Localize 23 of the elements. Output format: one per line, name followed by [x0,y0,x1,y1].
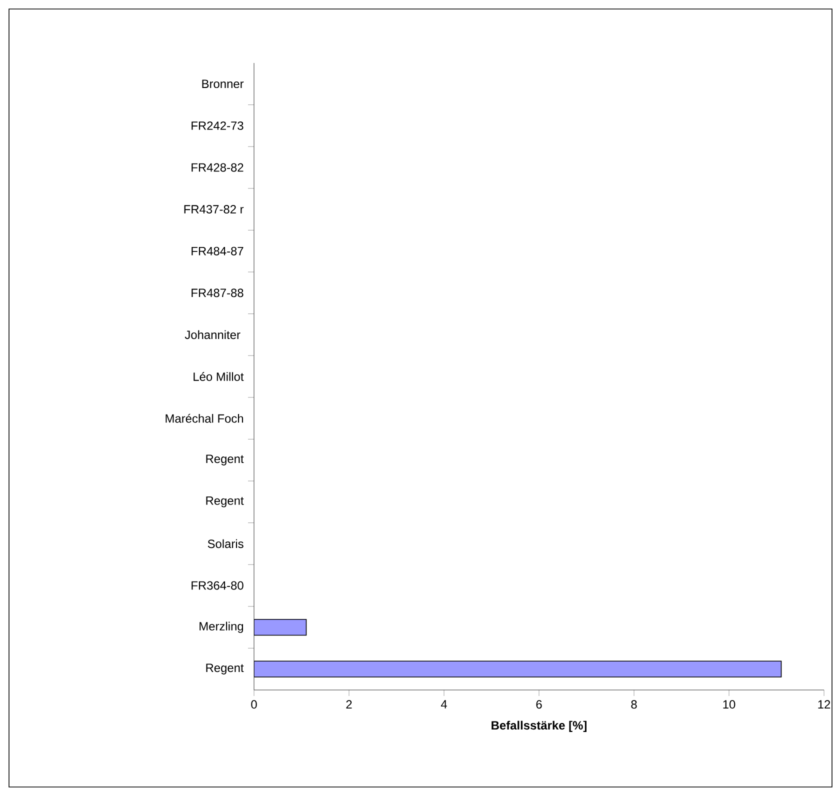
y-tick-label: FR428-82 [192,163,244,172]
x-tick-label: 12 [818,700,830,709]
x-tick-label: 0 [251,700,257,709]
y-tick-label: FR242-73 [192,121,244,130]
y-tick-label: FR487-88 [192,288,244,298]
y-tick-label: Johanniter [184,330,240,340]
x-tick-label: 8 [631,700,637,709]
x-tick-label: 10 [723,700,736,709]
y-tick-label: FR484-87 [192,246,244,256]
y-tick-label: FR437-82 r [184,205,244,214]
x-tick-label: 6 [536,700,542,709]
y-tick-label: FR364-80 [192,581,244,590]
y-tick-label: Léo Millot [194,372,244,381]
y-tick-label: Bronner [202,80,244,88]
x-axis-title: Befallsstärke [%] [492,720,586,732]
x-tick-label: 4 [440,700,447,708]
y-tick-label: Regent [206,496,244,508]
y-tick-label: Regent [206,454,244,466]
y-tick-label: Maréchal Foch [166,414,244,423]
y-tick-label: Merzling [200,622,244,633]
y-tick-label: Solaris [208,539,244,548]
x-tick-label: 2 [346,700,352,709]
y-tick-label: Regent [206,664,244,674]
